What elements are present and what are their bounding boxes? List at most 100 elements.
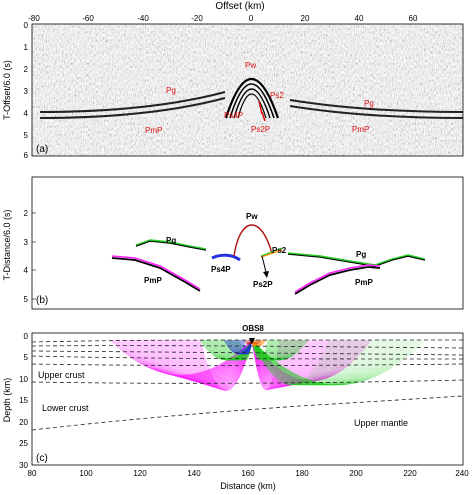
panel-b-frame [31,176,464,310]
pmp-left-curve [111,255,201,292]
lower-crust-label: Lower crust [42,403,89,413]
pg-ray [251,339,309,361]
offset-axis-label: Offset (km) [215,1,264,12]
upper-crust-label: Upper crust [38,370,85,380]
distance-tick: 160 [241,469,255,478]
label-pmp-left: PmP [145,126,162,135]
panel-a-y-ticks: 0 1 2 3 4 5 6 [24,21,29,160]
label-ps2p: Ps2P [253,280,273,289]
time-tick: 2 [24,65,29,74]
pg-ray [251,339,383,386]
offset-tick: -20 [191,14,203,23]
panel-b-tag: (b) [36,295,48,306]
time-tick: 4 [24,266,29,275]
offset-tick: 60 [409,14,418,23]
pg-left-curve [135,239,207,251]
time-tick: 3 [24,87,29,96]
label-pg-right: Pg [356,250,366,259]
station-label: OBS8 [242,324,264,333]
distance-tick: 240 [455,469,469,478]
label-ps4p: Ps4P [211,265,231,274]
depth-tick: 25 [19,439,28,448]
label-pg-left: Pg [166,236,176,245]
panel-b-y-ticks: 2 3 4 5 [24,209,29,304]
panel-b-phase-labels: Pw Pg Pg PmP PmP Ps4P Ps2 Ps2P [144,212,373,289]
label-ps2: Ps2 [270,91,284,100]
distance-tick: 120 [133,469,147,478]
panel-c-x-label: Distance (km) [220,481,276,491]
label-ps2p: Ps2P [251,125,270,134]
ps4p-curve [211,253,241,262]
offset-tick: 40 [355,14,364,23]
panel-a: Offset (km) -80 -60 -40 -20 0 20 40 60 [2,1,464,160]
distance-tick: 220 [403,469,417,478]
panel-a-phase-labels: Pw Pg Pg PmP PmP Ps4P Ps2 Ps2P [145,61,374,135]
depth-tick: 0 [24,332,29,341]
time-tick: 0 [24,21,29,30]
pmp-right-curve [294,264,381,295]
offset-tick: 20 [301,14,310,23]
pg-ray [251,339,413,386]
pg-ray [251,339,391,386]
label-ps2: Ps2 [272,246,287,255]
pg-ray [251,339,406,386]
depth-tick: 30 [19,461,28,470]
panel-a-x-ticks: -80 -60 -40 -20 0 20 40 60 [28,14,418,23]
ps2p-arrow [261,255,269,278]
depth-tick: 20 [19,418,28,427]
label-pw: Pw [246,212,258,221]
time-tick: 5 [24,295,29,304]
pg-ray [251,339,398,386]
offset-tick: -40 [137,14,149,23]
pg-ray [251,339,400,386]
pg-ray [251,339,389,386]
offset-tick: -80 [28,14,40,23]
pw-curve [233,224,273,257]
layer-labels: Upper crust Lower crust Upper mantle [38,370,408,428]
upper-mantle-label: Upper mantle [354,418,408,428]
distance-tick: 80 [28,469,37,478]
time-tick: 3 [24,238,29,247]
pg-ray [251,339,415,386]
panel-c-y-ticks: 0 5 10 15 20 25 30 [19,332,28,470]
distance-tick: 180 [295,469,309,478]
pg-ray [251,339,407,386]
time-tick: 4 [24,109,29,118]
depth-tick: 10 [19,375,28,384]
time-tick: 2 [24,209,29,218]
depth-tick: 15 [19,396,28,405]
panel-b: 2 3 4 5 T-Distance/6.0 (s) [2,176,464,310]
panel-a-y-label: T-Offset/6.0 (s) [2,60,12,120]
label-pmp-right: PmP [352,125,369,134]
seismic-section [32,24,463,156]
time-tick: 1 [24,43,29,52]
label-ps4p: Ps4P [224,111,243,120]
panel-a-tag: (a) [36,144,48,155]
label-pg-right: Pg [364,99,374,108]
layer-boundaries [32,339,463,431]
depth-tick: 5 [24,353,29,362]
pg-ray [251,339,416,386]
label-pg-left: Pg [166,86,176,95]
panel-a-frame [31,23,464,157]
panel-c-tag: (c) [36,453,48,464]
distance-tick: 200 [349,469,363,478]
label-pmp-left: PmP [144,276,162,285]
distance-tick: 100 [79,469,93,478]
offset-tick: 0 [249,14,254,23]
panel-c-y-label: Depth (km) [2,378,12,423]
panel-c-x-ticks: 80 100 120 140 160 180 200 220 240 [28,469,470,478]
pg-ray [251,339,392,386]
offset-tick: -60 [82,14,94,23]
label-pmp-right: PmP [355,278,373,287]
label-pw: Pw [245,61,256,70]
distance-tick: 140 [187,469,201,478]
time-tick: 5 [24,131,29,140]
obs8-station: OBS8 [242,324,264,344]
pg-ray [251,339,382,386]
panel-b-y-label: T-Distance/6.0 (s) [2,209,12,280]
panel-c: OBS8 0 5 10 15 20 25 30 Depth (km) 80 10… [2,324,469,491]
time-tick: 6 [24,151,29,160]
ps2-curve [260,247,283,258]
